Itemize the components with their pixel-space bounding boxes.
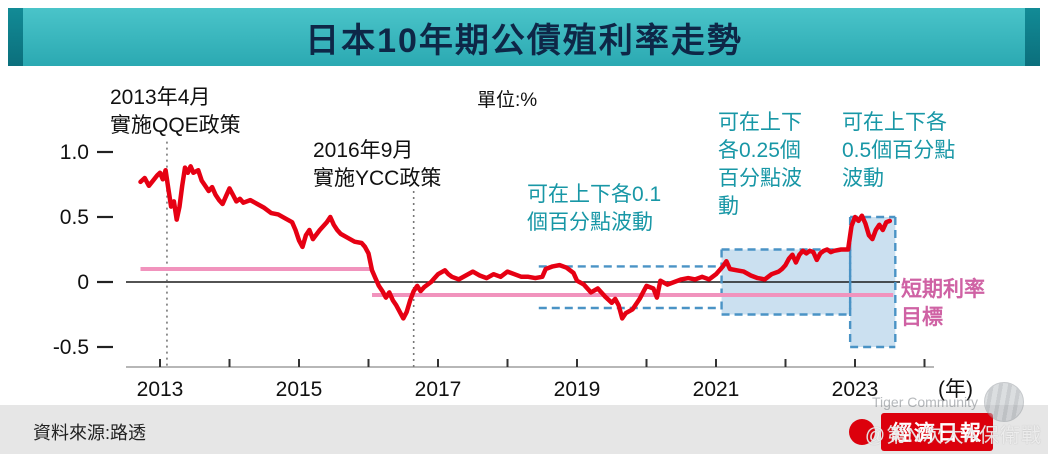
publisher-logo: 經濟日報 xyxy=(849,413,993,451)
svg-text:0: 0 xyxy=(77,271,89,294)
svg-text:1.0: 1.0 xyxy=(60,141,89,164)
ycc-annotation: 2016年9月 實施YCC政策 xyxy=(313,139,442,190)
tiger-watermark: Tiger Community xyxy=(872,382,1025,422)
svg-text:0.5: 0.5 xyxy=(60,206,89,229)
band-025-label: 可在上下 各0.25個 百分點波 動 xyxy=(718,111,802,218)
publisher-logo-mark xyxy=(849,419,875,445)
svg-text:2013: 2013 xyxy=(137,378,184,401)
svg-text:2021: 2021 xyxy=(693,378,740,401)
svg-text:2019: 2019 xyxy=(554,378,601,401)
publisher-name: 經濟日報 xyxy=(881,413,993,451)
tiger-logo-icon xyxy=(984,382,1025,422)
svg-text:2017: 2017 xyxy=(415,378,462,401)
qqe-annotation: 2013年4月 實施QQE政策 xyxy=(110,86,241,137)
title-bar: 日本10年期公債殖利率走勢 xyxy=(8,8,1040,66)
band-05-label: 可在上下各 0.5個百分點 波動 xyxy=(842,111,956,190)
short-rate-target-label: 短期利率 目標 xyxy=(901,278,985,329)
unit-label: 單位:% xyxy=(477,90,538,111)
band-01-label: 可在上下各0.1 個百分點波動 xyxy=(527,183,662,234)
svg-text:-0.5: -0.5 xyxy=(53,336,89,359)
footer: 資料來源:路透 經濟日報 xyxy=(0,405,1048,454)
svg-text:2015: 2015 xyxy=(276,378,323,401)
chart-canvas: 2013 2015 2017 2019 2021 2023 (年) 1.0 0.5 0 -0.5 xyxy=(53,141,973,401)
source-label: 資料來源:路透 xyxy=(33,423,147,443)
svg-text:2023: 2023 xyxy=(832,378,879,401)
handle-watermark: @第N次大A保衛戰 xyxy=(864,425,1042,447)
chart-area: 2013 2015 2017 2019 2021 2023 (年) 1.0 0.5 0 -0.5 xyxy=(0,66,1048,405)
tiger-watermark-text: Tiger Community xyxy=(872,394,979,410)
svg-text:(年): (年) xyxy=(938,378,973,401)
chart-title: 日本10年期公債殖利率走勢 xyxy=(305,21,743,60)
